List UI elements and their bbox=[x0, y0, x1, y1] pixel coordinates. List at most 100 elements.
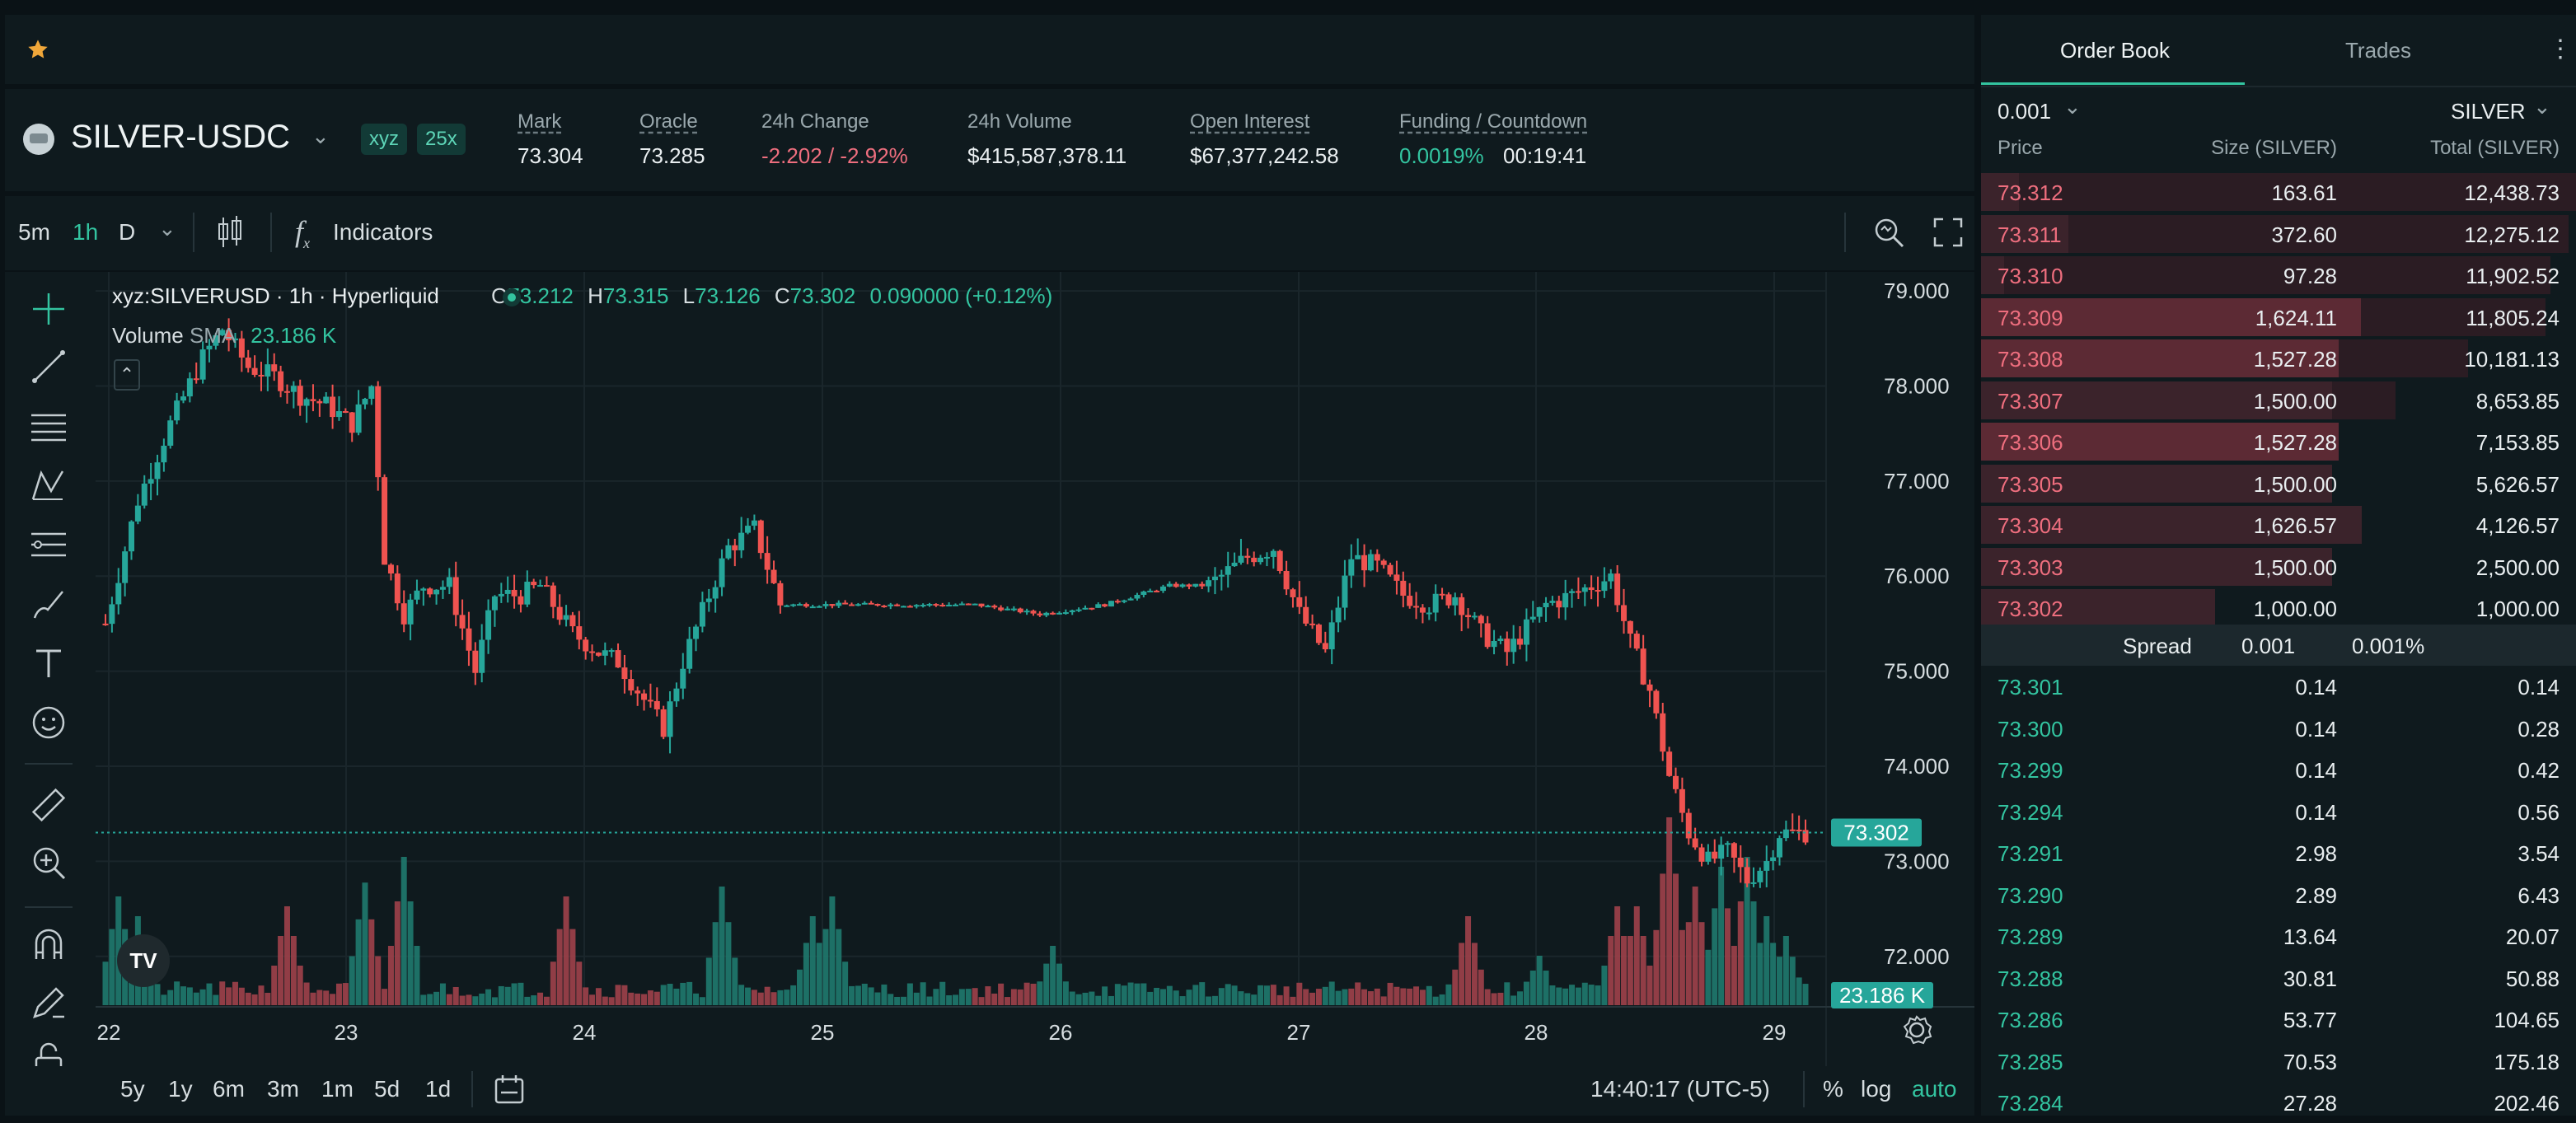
bid-row[interactable]: 73.301 0.14 0.14 bbox=[1981, 666, 2576, 707]
bid-row[interactable]: 73.285 70.53 175.18 bbox=[1981, 1041, 2576, 1082]
volume-bar bbox=[1147, 991, 1154, 1005]
indicators-icon[interactable]: fx bbox=[295, 215, 311, 252]
candle-body bbox=[1562, 592, 1569, 608]
log-scale-toggle[interactable]: log bbox=[1861, 1076, 1892, 1102]
ask-row[interactable]: 73.302 1,000.00 1,000.00 bbox=[1981, 587, 2576, 629]
chevron-down-icon[interactable]: ⌄ bbox=[2533, 94, 2551, 119]
volume-bar bbox=[751, 990, 757, 1005]
volume-bar bbox=[998, 983, 1005, 1005]
candle-body bbox=[375, 386, 382, 478]
ruler-icon[interactable] bbox=[30, 786, 68, 824]
volume-bar bbox=[1789, 957, 1796, 1005]
date-range-icon[interactable] bbox=[493, 1073, 526, 1106]
tick-size-select[interactable]: 0.001 bbox=[1998, 99, 2052, 124]
star-icon[interactable] bbox=[26, 38, 49, 61]
chart-area[interactable]: 79.000 78.000 77.000 76.000 75.000 74.000 73.0… bbox=[5, 272, 1974, 1078]
text-tool-icon[interactable] bbox=[30, 644, 68, 682]
tradingview-logo[interactable]: TV bbox=[117, 934, 170, 987]
indicators-button[interactable]: Indicators bbox=[333, 219, 433, 245]
interval-5m[interactable]: 5m bbox=[18, 219, 50, 245]
volume-bar bbox=[1705, 949, 1712, 1005]
chevron-down-icon[interactable]: ⌄ bbox=[2063, 94, 2082, 119]
candle-body bbox=[1536, 607, 1543, 617]
candle-body bbox=[1238, 555, 1244, 563]
volume-bar bbox=[1445, 984, 1452, 1005]
price-chart[interactable]: 79.000 78.000 77.000 76.000 75.000 74.000 73.0… bbox=[96, 272, 1974, 1066]
pattern-icon[interactable] bbox=[30, 466, 68, 504]
emoji-icon[interactable] bbox=[30, 704, 68, 742]
collapse-legend-button[interactable]: ⌃ bbox=[114, 359, 140, 391]
percent-scale-toggle[interactable]: % bbox=[1823, 1076, 1843, 1102]
candle-body bbox=[1393, 574, 1400, 581]
timeframe-3m[interactable]: 3m bbox=[267, 1076, 299, 1102]
zoom-search-icon[interactable] bbox=[1872, 216, 1905, 249]
x-tick-label: 29 bbox=[1763, 1020, 1787, 1045]
ask-row[interactable]: 73.304 1,626.57 4,126.57 bbox=[1981, 504, 2576, 545]
volume-bar bbox=[232, 981, 238, 1005]
timeframe-5y[interactable]: 5y bbox=[120, 1076, 145, 1102]
bid-row[interactable]: 73.300 0.14 0.28 bbox=[1981, 708, 2576, 749]
candle-body bbox=[705, 598, 712, 602]
more-options-icon[interactable]: ⋮ bbox=[2548, 35, 2573, 63]
ask-row[interactable]: 73.303 1,500.00 2,500.00 bbox=[1981, 546, 2576, 587]
bid-row[interactable]: 73.286 53.77 104.65 bbox=[1981, 999, 2576, 1040]
crosshair-icon[interactable] bbox=[30, 290, 68, 328]
timeframe-1m[interactable]: 1m bbox=[321, 1076, 354, 1102]
auto-scale-toggle[interactable]: auto bbox=[1912, 1076, 1957, 1102]
volume-bar bbox=[1536, 956, 1543, 1005]
volume-bar bbox=[939, 981, 946, 1005]
x-tick-label: 24 bbox=[573, 1020, 597, 1045]
candle-body bbox=[653, 700, 660, 709]
candle-body bbox=[635, 690, 641, 694]
horizontal-lines-icon[interactable] bbox=[30, 407, 68, 445]
bid-price: 73.301 bbox=[1998, 675, 2063, 700]
trend-line-icon[interactable] bbox=[30, 348, 68, 386]
tab-trades[interactable]: Trades bbox=[2345, 38, 2411, 63]
ask-row[interactable]: 73.310 97.28 11,902.52 bbox=[1981, 255, 2576, 296]
settings-gear-icon[interactable] bbox=[1900, 1013, 1933, 1046]
ask-row[interactable]: 73.309 1,624.11 11,805.24 bbox=[1981, 297, 2576, 338]
unit-select[interactable]: SILVER bbox=[2451, 99, 2526, 124]
bid-row[interactable]: 73.291 2.98 3.54 bbox=[1981, 832, 2576, 873]
fib-tool-icon[interactable] bbox=[30, 526, 68, 564]
timeframe-6m[interactable]: 6m bbox=[213, 1076, 245, 1102]
brush-icon[interactable] bbox=[30, 585, 68, 623]
timeframe-5d[interactable]: 5d bbox=[374, 1076, 400, 1102]
interval-d[interactable]: D bbox=[119, 219, 136, 245]
zoom-in-icon[interactable] bbox=[30, 844, 68, 882]
interval-1h[interactable]: 1h bbox=[73, 219, 99, 245]
candle-body bbox=[303, 399, 310, 406]
chevron-down-icon[interactable]: ⌄ bbox=[311, 124, 330, 148]
ask-row[interactable]: 73.311 372.60 12,275.12 bbox=[1981, 213, 2576, 255]
ohlc-low-label: L bbox=[682, 283, 696, 308]
ask-row[interactable]: 73.306 1,527.28 7,153.85 bbox=[1981, 421, 2576, 462]
bid-row[interactable]: 73.294 0.14 0.56 bbox=[1981, 791, 2576, 832]
pair-name[interactable]: SILVER-USDC bbox=[71, 119, 290, 155]
candle-body bbox=[1276, 550, 1283, 572]
fullscreen-icon[interactable] bbox=[1933, 218, 1963, 247]
timeframe-1d[interactable]: 1d bbox=[425, 1076, 452, 1102]
y-tick-label: 76.000 bbox=[1884, 564, 1950, 588]
timeframe-1y[interactable]: 1y bbox=[168, 1076, 193, 1102]
volume-bar bbox=[784, 990, 790, 1005]
volume-bar bbox=[842, 962, 849, 1005]
ask-row[interactable]: 73.305 1,500.00 5,626.57 bbox=[1981, 463, 2576, 504]
edit-lock-icon[interactable] bbox=[30, 984, 68, 1022]
candle-body bbox=[479, 639, 485, 673]
bid-row[interactable]: 73.299 0.14 0.42 bbox=[1981, 749, 2576, 790]
magnet-icon[interactable] bbox=[30, 926, 68, 964]
ask-depth-bar bbox=[1981, 214, 2569, 253]
bid-row[interactable]: 73.290 2.89 6.43 bbox=[1981, 874, 2576, 915]
tab-order-book[interactable]: Order Book bbox=[2060, 38, 2170, 63]
volume-bar bbox=[797, 969, 803, 1005]
ask-row[interactable]: 73.307 1,500.00 8,653.85 bbox=[1981, 380, 2576, 421]
bid-row[interactable]: 73.284 27.28 202.46 bbox=[1981, 1082, 2576, 1123]
candle-body bbox=[550, 585, 556, 607]
ask-row[interactable]: 73.308 1,527.28 10,181.13 bbox=[1981, 338, 2576, 379]
ask-row[interactable]: 73.312 163.61 12,438.73 bbox=[1981, 171, 2576, 213]
candle-body bbox=[719, 558, 725, 587]
candle-type-icon[interactable] bbox=[216, 214, 244, 250]
bid-row[interactable]: 73.289 13.64 20.07 bbox=[1981, 915, 2576, 957]
bid-row[interactable]: 73.288 30.81 50.88 bbox=[1981, 957, 2576, 999]
chevron-down-icon[interactable]: ⌄ bbox=[158, 216, 176, 241]
